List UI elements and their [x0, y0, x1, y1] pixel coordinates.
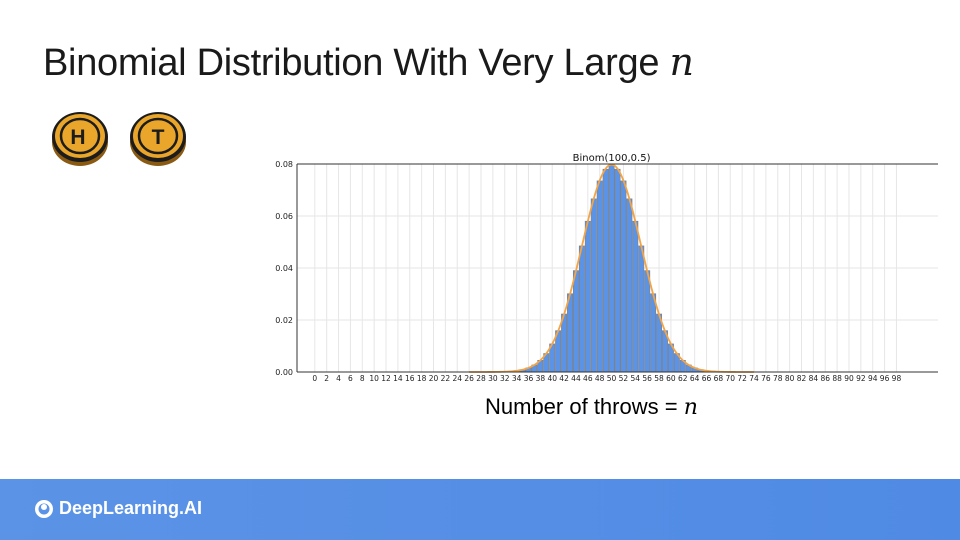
bar — [620, 180, 627, 373]
x-tick-label: 22 — [441, 374, 451, 383]
y-tick-label: 0.00 — [275, 368, 293, 377]
x-tick-label: 34 — [512, 374, 522, 383]
x-tick-label: 68 — [714, 374, 724, 383]
bar — [561, 313, 568, 373]
x-tick-label: 4 — [336, 374, 341, 383]
x-tick-label: 72 — [737, 374, 747, 383]
heads-coin-letter: H — [70, 126, 85, 149]
x-caption-text: Number of throws — [485, 394, 659, 419]
bar — [578, 245, 585, 373]
x-tick-label: 56 — [642, 374, 652, 383]
x-tick-label: 88 — [832, 374, 842, 383]
x-tick-label: 16 — [405, 374, 415, 383]
bar — [632, 220, 639, 373]
slide-title: Binomial Distribution With Very Large n — [43, 40, 694, 85]
bars — [495, 164, 728, 373]
bar — [650, 293, 657, 373]
title-text: Binomial Distribution With Very Large — [43, 42, 660, 84]
x-tick-label: 94 — [868, 374, 878, 383]
bar — [590, 198, 597, 373]
x-tick-label: 36 — [524, 374, 534, 383]
x-tick-label: 80 — [785, 374, 795, 383]
bar — [602, 168, 609, 373]
x-tick-label: 74 — [749, 374, 759, 383]
x-tick-label: 18 — [417, 374, 427, 383]
x-tick-label: 46 — [583, 374, 593, 383]
x-tick-label: 6 — [348, 374, 353, 383]
bar — [626, 198, 633, 373]
x-tick-label: 78 — [773, 374, 783, 383]
tails-coin-letter: T — [152, 126, 165, 149]
x-tick-label: 10 — [369, 374, 379, 383]
x-tick-label: 14 — [393, 374, 403, 383]
binomial-chart: 0.000.020.040.060.080 2 4 6 8 10 12 14 16 18 20 22 2… — [275, 153, 938, 383]
tails-coin-icon: T — [130, 112, 186, 166]
x-tick-label: 20 — [429, 374, 439, 383]
x-tick-label: 30 — [488, 374, 498, 383]
x-tick-label: 32 — [500, 374, 510, 383]
x-tick-label: 42 — [559, 374, 569, 383]
x-caption-variable: n — [683, 395, 698, 420]
x-tick-label: 12 — [381, 374, 391, 383]
y-tick-label: 0.04 — [275, 264, 293, 273]
x-tick-label: 24 — [452, 374, 462, 383]
brand: DeepLearning.AI — [34, 498, 202, 519]
x-tick-label: 8 — [360, 374, 365, 383]
x-tick-label: 48 — [595, 374, 605, 383]
bar — [638, 245, 645, 373]
x-tick-label: 52 — [619, 374, 629, 383]
title-variable: n — [669, 40, 694, 84]
deeplearning-logo-icon — [35, 499, 53, 518]
y-tick-label: 0.08 — [275, 160, 293, 169]
x-tick-label: 2 — [324, 374, 329, 383]
x-tick-label: 86 — [820, 374, 830, 383]
bar — [572, 270, 579, 373]
chart-title: Binom(100,0.5) — [573, 153, 651, 164]
x-tick-label: 26 — [464, 374, 474, 383]
x-caption-equals: = — [664, 394, 678, 419]
x-tick-label: 44 — [571, 374, 581, 383]
normal-curve — [469, 163, 755, 373]
x-axis-caption: Number of throws = n — [485, 394, 698, 420]
x-tick-label: 54 — [631, 374, 641, 383]
x-tick-label: 60 — [666, 374, 676, 383]
y-tick-label: 0.06 — [275, 212, 293, 221]
x-tick-label: 92 — [856, 374, 866, 383]
x-tick-label: 70 — [725, 374, 735, 383]
x-tick-label: 40 — [547, 374, 557, 383]
y-tick-label: 0.02 — [275, 316, 293, 325]
bar — [608, 164, 615, 373]
footer-bar: DeepLearning.AI — [0, 479, 960, 540]
bar — [596, 180, 603, 373]
x-tick-label: 0 — [312, 374, 317, 383]
x-tick-label: 66 — [702, 374, 712, 383]
x-tick-label: 82 — [797, 374, 807, 383]
x-tick-label: 58 — [654, 374, 664, 383]
x-tick-label: 38 — [536, 374, 546, 383]
bar — [644, 270, 651, 373]
x-tick-label: 98 — [892, 374, 902, 383]
x-tick-label: 96 — [880, 374, 890, 383]
x-tick-label: 90 — [844, 374, 854, 383]
bar — [584, 220, 591, 373]
x-tick-label: 76 — [761, 374, 771, 383]
bar — [656, 313, 663, 373]
brand-name: DeepLearning.AI — [59, 498, 203, 518]
x-tick-label: 28 — [476, 374, 486, 383]
bar — [614, 168, 621, 373]
x-tick-label: 64 — [690, 374, 700, 383]
heads-coin-icon: H — [52, 112, 108, 166]
bar — [567, 293, 573, 373]
x-tick-label: 62 — [678, 374, 688, 383]
x-tick-label: 84 — [809, 374, 819, 383]
x-tick-label: 50 — [607, 374, 617, 383]
